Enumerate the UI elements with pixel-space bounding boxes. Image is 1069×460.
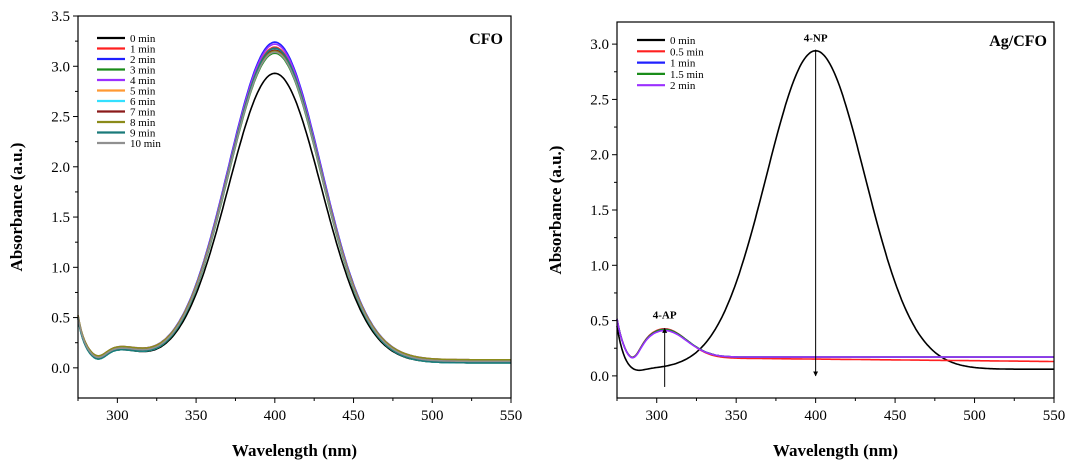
legend-label: 5 min: [130, 86, 156, 98]
plot-frame: [77, 15, 512, 399]
y-tick-label: 0.5: [590, 314, 609, 330]
series-line-9-min: [77, 47, 511, 364]
legend-label: 1.5 min: [670, 69, 704, 81]
x-tick-label: 300: [106, 408, 129, 424]
x-tick-label: 350: [725, 408, 748, 424]
x-axis-title: Wavelength (nm): [232, 441, 357, 460]
legend-label: 8 min: [130, 117, 156, 129]
y-tick-label: 1.5: [590, 203, 609, 219]
legend-label: 2 min: [670, 80, 696, 92]
panel-label: Ag/CFO: [989, 33, 1047, 50]
y-tick-label: 2.0: [51, 160, 70, 176]
x-tick-label: 550: [500, 408, 523, 424]
series-group: [616, 50, 1054, 372]
y-tick-label: 2.5: [51, 110, 70, 126]
legend-label: 1 min: [670, 58, 696, 70]
legend-label: 0.5 min: [670, 46, 704, 58]
x-tick-label: 550: [1043, 408, 1066, 424]
x-tick-label: 500: [421, 408, 444, 424]
legend-label: 2 min: [130, 54, 156, 66]
legend-label: 9 min: [130, 128, 156, 140]
annotation-label: 4-AP: [653, 309, 677, 321]
y-tick-label: 1.0: [51, 260, 70, 276]
legend-label: 0 min: [670, 35, 696, 47]
y-tick-label: 1.0: [590, 258, 609, 274]
x-tick-label: 400: [804, 408, 827, 424]
panel-label: CFO: [469, 31, 503, 48]
y-axis-title: Absorbance (a.u.): [546, 146, 565, 275]
y-tick-label: 2.5: [590, 92, 609, 108]
legend-label: 7 min: [130, 107, 156, 119]
series-line-10-min: [77, 51, 511, 363]
cfo-chart-panel: 300 350 400 450 500 550 0.0 0.5 1.0 1.5 2.0 2.5 3.0 3…: [7, 9, 522, 460]
series-line-2-min: [616, 318, 1054, 359]
x-tick-label: 450: [884, 408, 907, 424]
x-tick-label: 300: [645, 408, 668, 424]
y-tick-label: 0.0: [51, 361, 70, 377]
y-tick-label: 3.0: [51, 59, 70, 75]
legend-label: 0 min: [130, 33, 156, 45]
ag-cfo-chart-panel: 300 350 400 450 500 550 0.0 0.5 1.0 1.5 2.0 2.5 3.0 W…: [546, 21, 1066, 460]
x-tick-label: 500: [963, 408, 986, 424]
y-axis-title: Absorbance (a.u.): [7, 143, 26, 272]
x-tick-label: 450: [342, 408, 365, 424]
x-axis-title: Wavelength (nm): [773, 441, 898, 460]
legend-label: 1 min: [130, 44, 156, 56]
x-tick-label: 350: [185, 408, 208, 424]
x-tick-label: 400: [264, 408, 287, 424]
series-line-0-5-min: [616, 318, 1054, 363]
legend-label: 3 min: [130, 65, 156, 77]
y-tick-label: 2.0: [590, 148, 609, 164]
y-tick-label: 0.5: [51, 311, 70, 327]
legend-label: 4 min: [130, 75, 156, 87]
series-line-0-min: [616, 50, 1054, 372]
y-tick-label: 1.5: [51, 210, 70, 226]
legend-label: 10 min: [130, 138, 161, 150]
y-tick-label: 0.0: [590, 369, 609, 385]
legend-label: 6 min: [130, 96, 156, 108]
y-tick-label: 3.0: [590, 37, 609, 53]
annotation-label: 4-NP: [804, 33, 828, 45]
y-tick-label: 3.5: [51, 9, 70, 25]
series-group: [77, 41, 511, 364]
